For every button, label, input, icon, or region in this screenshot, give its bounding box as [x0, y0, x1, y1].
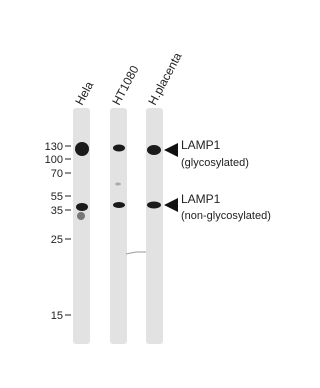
annotation-name: LAMP1	[181, 138, 221, 152]
marker-label: 35	[51, 205, 63, 217]
lane	[110, 108, 127, 344]
marker-label: 25	[51, 234, 63, 246]
band	[115, 183, 121, 186]
band	[75, 142, 89, 156]
marker-label: 55	[51, 191, 63, 203]
marker-label: 100	[45, 154, 63, 166]
band	[76, 203, 88, 211]
annotation-note: (non-glycosylated)	[181, 210, 271, 222]
marker-label: 15	[51, 310, 63, 322]
annotation-name: LAMP1	[181, 192, 221, 206]
background	[0, 0, 271, 388]
band	[77, 212, 85, 220]
band	[113, 145, 125, 152]
marker-label: 70	[51, 168, 63, 180]
band	[147, 145, 161, 155]
marker-label: 130	[45, 141, 63, 153]
band	[147, 202, 161, 209]
blot-figure: LAMP1 (glycosylated) LAMP1 (non-glycosyl…	[0, 0, 271, 388]
band	[113, 202, 125, 208]
lane	[146, 108, 163, 344]
annotation-note: (glycosylated)	[181, 157, 249, 169]
